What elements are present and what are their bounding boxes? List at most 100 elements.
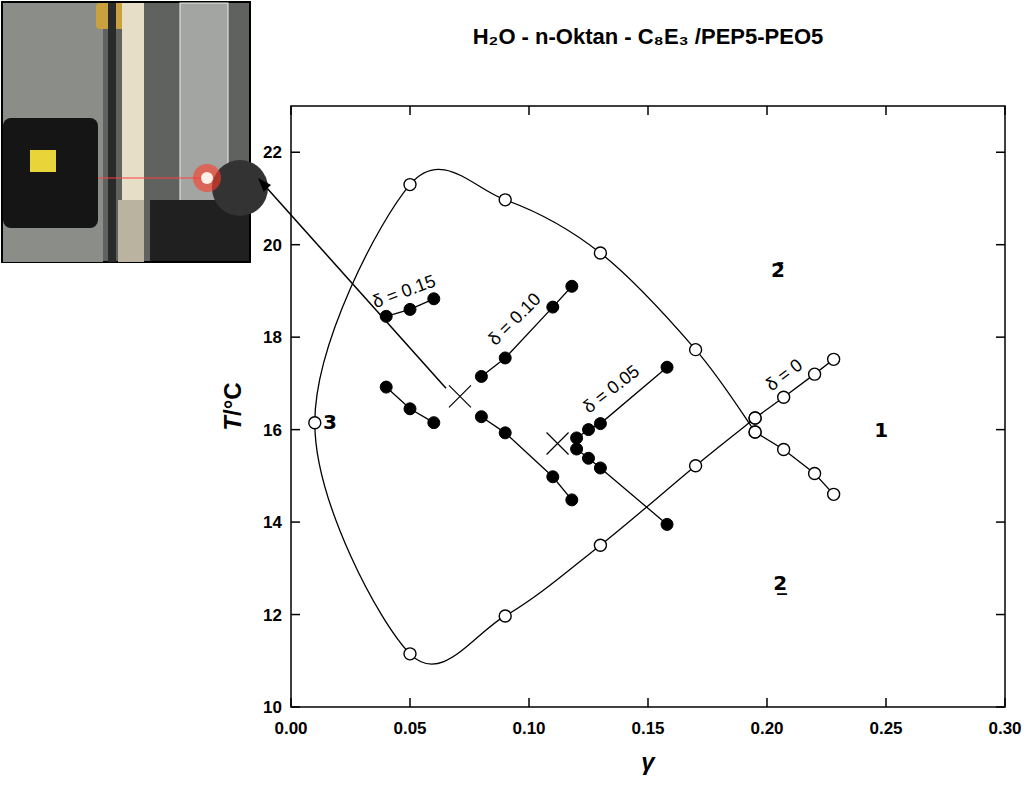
point: [828, 353, 840, 365]
photo-spot: [201, 172, 213, 184]
x-tick-label: 0.30: [988, 719, 1021, 738]
y-tick-right: [996, 244, 1005, 246]
point: [404, 648, 416, 660]
point: [571, 432, 583, 444]
series-label: δ = 0.10: [484, 289, 545, 349]
photo-wall: [3, 3, 103, 262]
point: [778, 443, 790, 455]
point: [571, 443, 583, 455]
point: [583, 452, 595, 464]
point: [749, 412, 761, 424]
photo-frame: [2, 2, 250, 262]
series-line: [315, 169, 755, 664]
point: [690, 344, 702, 356]
y-tick: [291, 706, 300, 708]
point: [594, 247, 606, 259]
y-tick-label: 12: [263, 606, 282, 625]
photo-laser-label: [30, 150, 56, 172]
x-tick-top: [1004, 106, 1006, 115]
y-tick: [291, 614, 300, 616]
x-axis-title: γ: [641, 748, 656, 775]
y-axis-title: T/°C: [219, 382, 246, 430]
point: [809, 468, 821, 480]
x-tick: [290, 698, 292, 707]
y-tick: [291, 244, 300, 246]
photo-laser: [3, 118, 98, 228]
y-tick-right: [996, 336, 1005, 338]
chart: H₂O - n-Oktan - C₈E₃ /PEP5-PEO50.000.050…: [0, 0, 1034, 785]
x-tick-top: [409, 106, 411, 115]
point: [809, 368, 821, 380]
arrow-line: [267, 188, 446, 388]
x-tick-label: 0.25: [869, 719, 902, 738]
point: [499, 610, 511, 622]
y-tick-label: 22: [263, 143, 282, 162]
y-tick: [291, 521, 300, 523]
x-tick-label: 0.20: [750, 719, 783, 738]
x-tick-label: 0.15: [631, 719, 664, 738]
series-label: δ = 0.15: [370, 271, 438, 312]
x-tick-top: [528, 106, 530, 115]
point: [404, 303, 416, 315]
point: [594, 462, 606, 474]
y-tick-right: [996, 429, 1005, 431]
point: [547, 471, 559, 483]
point: [749, 426, 761, 438]
x-tick-label: 0.00: [274, 719, 307, 738]
point: [499, 427, 511, 439]
point: [475, 411, 487, 423]
series-label: δ = 0: [762, 355, 806, 395]
y-tick-label: 20: [263, 236, 282, 255]
photo-tube-base: [118, 200, 144, 262]
y-tick-label: 14: [263, 513, 282, 532]
y-tick-right: [996, 151, 1005, 153]
point: [566, 494, 578, 506]
photo-tube: [122, 3, 144, 223]
x-tick-top: [290, 106, 292, 115]
crossing-marker: [547, 432, 569, 454]
phase-label: 3: [323, 410, 337, 434]
y-tick: [291, 429, 300, 431]
photo-beam: [98, 178, 205, 179]
point: [583, 424, 595, 436]
point: [661, 361, 673, 373]
y-tick-right: [996, 614, 1005, 616]
x-tick-top: [647, 106, 649, 115]
axes: 0.000.050.100.150.200.250.30101214161820…: [263, 106, 1021, 738]
x-tick: [647, 698, 649, 707]
x-tick-label: 0.10: [512, 719, 545, 738]
series-line: [481, 286, 571, 500]
x-tick: [766, 698, 768, 707]
point: [566, 280, 578, 292]
labels: δ = 0δ = 0.05δ = 0.10δ = 0.152̄312̲: [323, 258, 888, 595]
y-tick: [291, 151, 300, 153]
y-tick-right: [996, 706, 1005, 708]
photo-inset: [2, 2, 268, 262]
photo-holder: [212, 160, 268, 216]
series-line: [386, 299, 434, 423]
point: [749, 426, 761, 438]
point: [475, 370, 487, 382]
x-tick-top: [885, 106, 887, 115]
plot-frame: [291, 106, 1005, 707]
point: [499, 352, 511, 364]
y-tick-right: [996, 521, 1005, 523]
point: [499, 194, 511, 206]
phase-label: 2̄: [771, 258, 785, 282]
phase-label: 1: [874, 418, 888, 442]
point: [404, 179, 416, 191]
x-tick-top: [766, 106, 768, 115]
point: [661, 518, 673, 530]
y-tick: [291, 336, 300, 338]
x-tick-label: 0.05: [393, 719, 426, 738]
photo-cuvette: [180, 3, 228, 208]
x-tick: [1004, 698, 1006, 707]
point: [749, 412, 761, 424]
y-tick-label: 18: [263, 328, 282, 347]
arrow-head: [258, 178, 271, 192]
marks: [309, 169, 840, 664]
point: [778, 391, 790, 403]
crossing-marker: [449, 385, 471, 407]
point: [404, 403, 416, 415]
x-tick: [409, 698, 411, 707]
